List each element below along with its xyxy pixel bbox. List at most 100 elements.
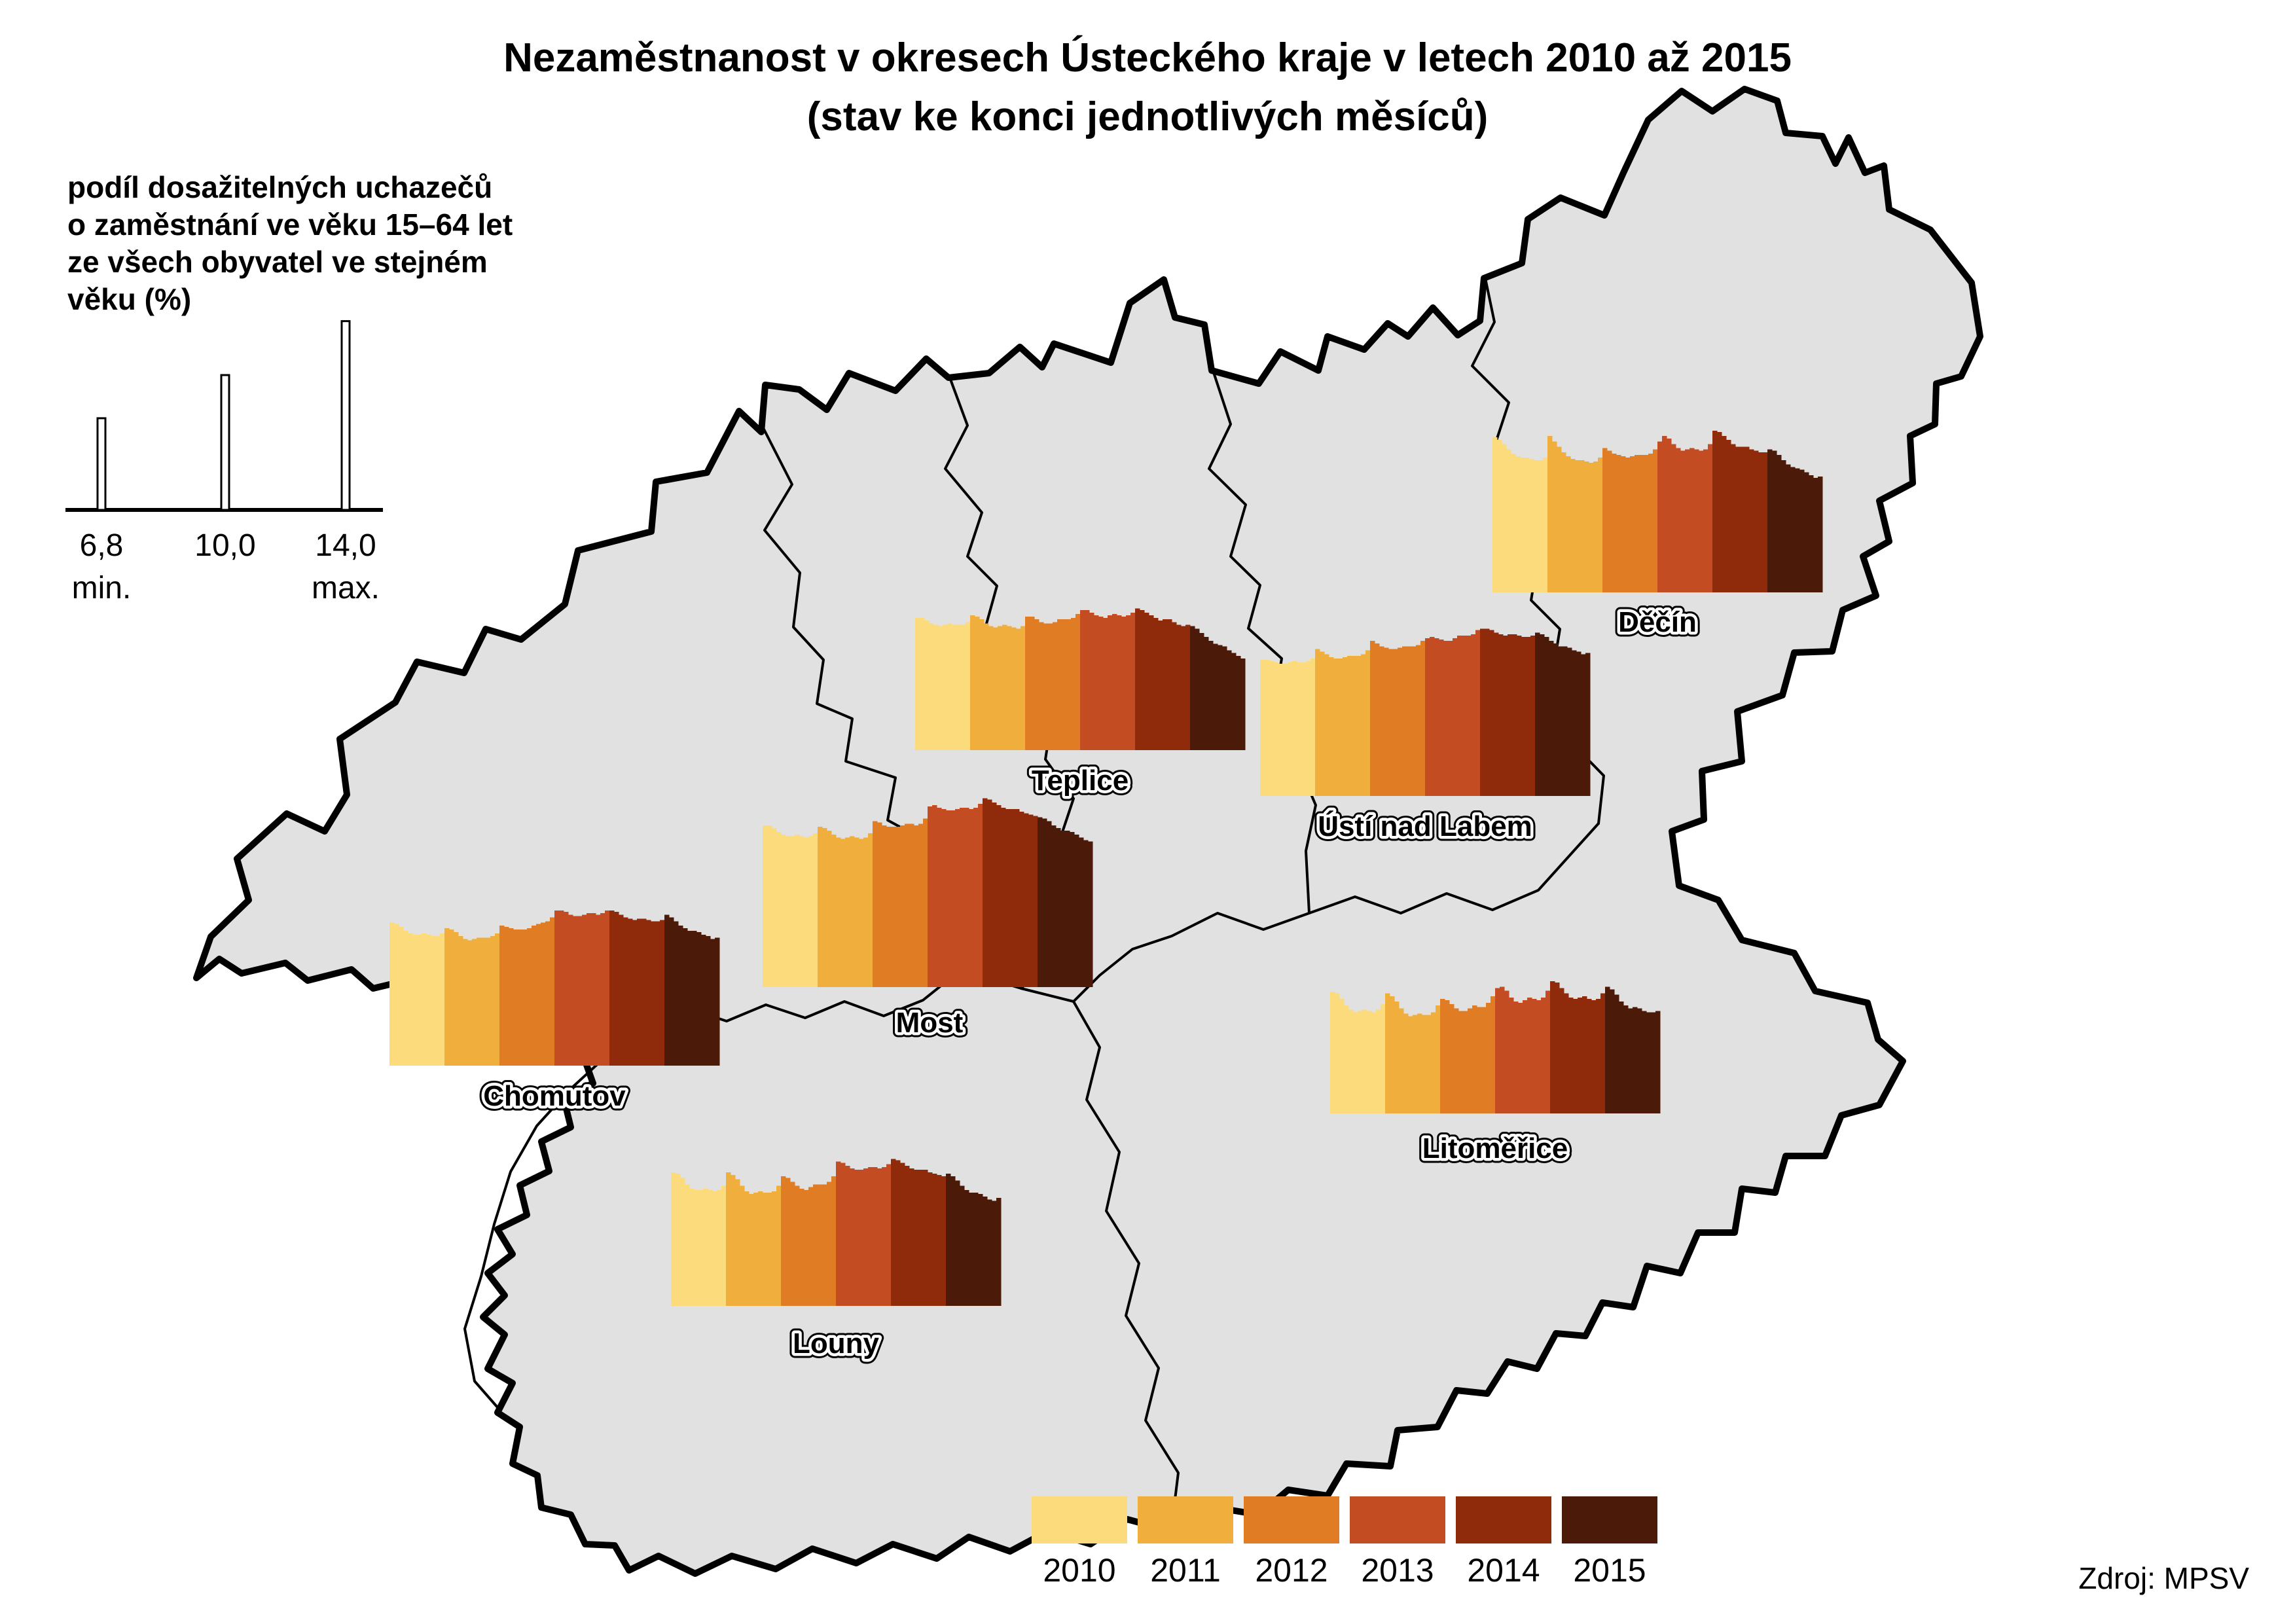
bar-Ústí nad Labem-2013-12: [1475, 630, 1481, 796]
bar-Děčín-2015-12: [1818, 476, 1823, 592]
bar-Děčín-2013-4: [1671, 444, 1676, 592]
district-label-Most: Most: [896, 1007, 964, 1039]
bar-Louny-2014-4: [905, 1165, 910, 1306]
bar-Chomutov-2011-12: [495, 933, 500, 1066]
bar-Ústí nad Labem-2011-10: [1356, 655, 1362, 796]
bar-Louny-2012-7: [808, 1187, 814, 1306]
bar-Litoměřice-2012-6: [1463, 1011, 1468, 1113]
bar-Ústí nad Labem-2015-5: [1553, 643, 1559, 796]
district-chart-Děčín: [1492, 430, 1823, 592]
bar-Louny-2014-10: [932, 1174, 937, 1306]
district-chart-Most: [763, 798, 1093, 987]
bar-Louny-2013-4: [850, 1168, 855, 1306]
year-label-2010: 2010: [1043, 1552, 1116, 1589]
bar-Děčín-2014-7: [1740, 446, 1745, 592]
bar-Děčín-2011-5: [1566, 456, 1571, 592]
bar-Most-2011-6: [840, 839, 846, 987]
bar-Litoměřice-2010-9: [1367, 1011, 1372, 1113]
bar-Litoměřice-2015-9: [1642, 1011, 1647, 1113]
scale-bar-14,0: [340, 320, 351, 511]
bar-Litoměřice-2014-11: [1596, 998, 1601, 1113]
bar-Most-2010-7: [790, 836, 795, 987]
bar-Louny-2011-9: [763, 1192, 768, 1306]
bar-Chomutov-2013-8: [587, 913, 592, 1066]
bar-Chomutov-2014-10: [651, 921, 656, 1066]
bar-Litoměřice-2013-9: [1532, 998, 1537, 1113]
bar-Most-2010-2: [767, 825, 772, 987]
bar-Děčín-2015-2: [1772, 450, 1777, 592]
bar-Louny-2010-7: [698, 1189, 704, 1306]
bar-Most-2011-8: [850, 836, 855, 987]
bar-Teplice-2011-6: [993, 627, 998, 750]
bar-Děčín-2011-10: [1589, 463, 1594, 592]
bar-Louny-2012-10: [822, 1184, 827, 1306]
bar-Litoměřice-2013-11: [1541, 997, 1546, 1113]
bar-Chomutov-2013-9: [591, 913, 596, 1066]
bar-Louny-2010-11: [717, 1189, 722, 1306]
bar-Děčín-2010-6: [1515, 456, 1521, 592]
bar-Teplice-2012-5: [1043, 623, 1049, 750]
bar-Louny-2012-9: [818, 1184, 823, 1306]
bar-Ústí nad Labem-2010-11: [1306, 661, 1311, 796]
bar-Chomutov-2010-7: [417, 935, 422, 1066]
bar-Litoměřice-2012-9: [1477, 1007, 1482, 1113]
bar-Chomutov-2010-2: [394, 924, 399, 1066]
bar-Děčín-2012-9: [1639, 454, 1644, 592]
bar-Chomutov-2015-8: [696, 932, 702, 1066]
bar-Chomutov-2010-1: [389, 922, 395, 1066]
bar-Ústí nad Labem-2011-8: [1347, 655, 1352, 796]
bar-Chomutov-2011-7: [472, 939, 477, 1066]
bar-Louny-2014-7: [918, 1169, 924, 1306]
bar-Teplice-2013-2: [1085, 609, 1090, 750]
bar-Teplice-2012-8: [1057, 619, 1062, 750]
bar-Litoměřice-2015-11: [1651, 1012, 1656, 1113]
bar-Teplice-2011-2: [975, 617, 980, 750]
district-label-Chomutov: Chomutov: [483, 1080, 626, 1112]
bar-Most-2010-5: [781, 835, 786, 987]
bar-Ústí nad Labem-2011-9: [1352, 655, 1357, 796]
bar-Most-2011-9: [854, 837, 859, 987]
bar-Děčín-2010-1: [1492, 437, 1498, 592]
scale-bar-10,0: [220, 374, 230, 511]
bar-Ústí nad Labem-2015-1: [1535, 632, 1540, 796]
bar-Litoměřice-2010-6: [1353, 1012, 1358, 1113]
bar-Teplice-2011-4: [984, 623, 989, 750]
bar-Teplice-2015-3: [1199, 632, 1204, 750]
bar-Most-2010-1: [763, 825, 768, 987]
bar-Litoměřice-2015-1: [1605, 986, 1610, 1113]
bar-Litoměřice-2010-2: [1335, 993, 1340, 1113]
bar-Děčín-2014-5: [1731, 444, 1736, 592]
bar-Chomutov-2015-5: [683, 928, 688, 1066]
bar-Most-2014-7: [1010, 809, 1015, 987]
bar-Litoměřice-2010-7: [1358, 1011, 1363, 1113]
legend-description-line: věku (%): [67, 282, 192, 316]
bar-Ústí nad Labem-2014-5: [1498, 634, 1504, 796]
bar-Litoměřice-2011-8: [1417, 1013, 1422, 1113]
bar-Teplice-2014-3: [1144, 612, 1149, 750]
bar-Ústí nad Labem-2011-5: [1333, 658, 1339, 796]
scale-max-label: max.: [312, 571, 380, 605]
bar-Teplice-2012-12: [1075, 613, 1081, 750]
bar-Ústí nad Labem-2010-4: [1274, 662, 1279, 796]
bar-Teplice-2010-12: [966, 622, 971, 750]
bar-Chomutov-2014-2: [614, 912, 619, 1066]
bar-Louny-2015-10: [987, 1199, 992, 1306]
bar-Teplice-2014-2: [1140, 609, 1145, 750]
bar-Litoměřice-2012-11: [1486, 1003, 1491, 1113]
bar-Chomutov-2013-12: [605, 911, 610, 1066]
bar-Most-2011-11: [863, 837, 869, 987]
bar-Most-2010-8: [795, 835, 800, 987]
district-label-Teplice: Teplice: [1032, 765, 1129, 797]
bar-Louny-2015-12: [996, 1198, 1002, 1306]
bar-Děčín-2013-2: [1662, 436, 1667, 592]
bar-Děčín-2014-4: [1726, 440, 1731, 592]
bar-Ústí nad Labem-2015-12: [1585, 653, 1591, 796]
bar-Teplice-2015-5: [1208, 641, 1214, 750]
bar-Děčín-2012-7: [1630, 456, 1635, 592]
bar-Ústí nad Labem-2012-3: [1379, 646, 1384, 796]
bar-Litoměřice-2011-11: [1431, 1012, 1436, 1113]
scale-bar-6,8: [96, 417, 107, 511]
bar-Teplice-2010-4: [929, 623, 934, 750]
bar-Litoměřice-2013-12: [1545, 990, 1551, 1113]
